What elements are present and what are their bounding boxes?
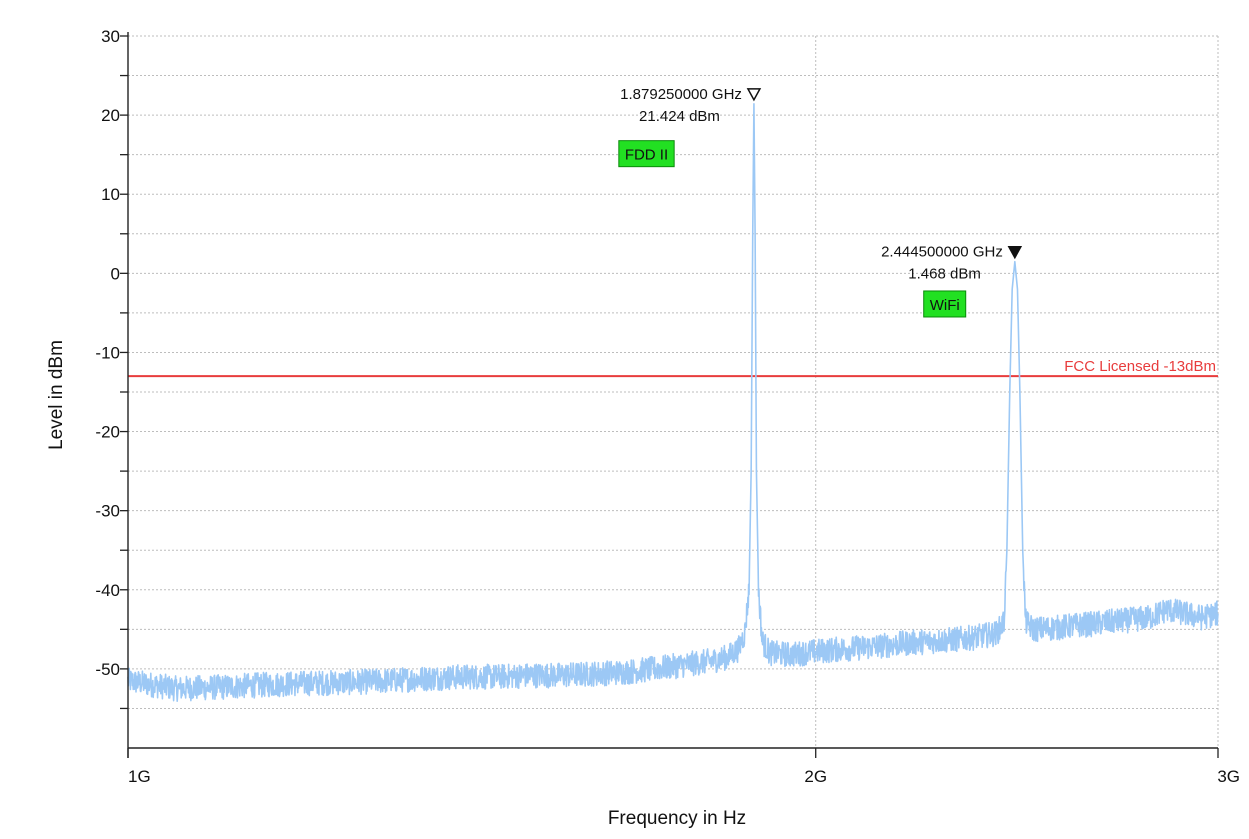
marker-frequency-label: 2.444500000 GHz: [881, 244, 1003, 261]
axes-layer: 1G 2G 3G 30 20 10 0 -10 -20 -30 -40 -50: [95, 27, 1240, 786]
marker-triangle-open: [746, 88, 762, 102]
band-label-box: FDD II: [618, 140, 675, 168]
band-label-box: WiFi: [923, 290, 967, 318]
x-tick-label: 2G: [804, 767, 827, 786]
band-label-text: WiFi: [930, 297, 960, 314]
trace-layer: [127, 103, 1219, 702]
band-label-background: [618, 140, 675, 168]
x-axis-title: Frequency in Hz: [608, 808, 746, 829]
limit-line-label: FCC Licensed -13dBm: [1064, 358, 1216, 375]
marker-level-label: 1.468 dBm: [908, 266, 981, 283]
y-tick-label: -30: [95, 502, 120, 521]
y-tick-label: -50: [95, 660, 120, 679]
x-tick-label: 1G: [128, 767, 151, 786]
spectrum-trace: [127, 103, 1219, 702]
y-axis-title: Level in dBm: [46, 340, 67, 450]
annotation-layer: 1.879250000 GHz 21.424 dBm 2.444500000 GHz…: [618, 86, 1023, 318]
marker-triangle-filled: [1007, 245, 1023, 260]
y-tick-label: 30: [101, 27, 120, 46]
band-label-background: [923, 290, 967, 318]
y-tick-label: 0: [111, 264, 120, 283]
limit-layer: FCC Licensed -13dBm: [128, 358, 1218, 378]
marker-level-label: 21.424 dBm: [639, 108, 720, 125]
y-tick-label: 10: [101, 185, 120, 204]
y-tick-label: -40: [95, 581, 120, 600]
marker-frequency-label: 1.879250000 GHz: [620, 86, 742, 103]
y-tick-label: 20: [101, 106, 120, 125]
y-tick-label: -20: [95, 423, 120, 442]
y-tick-label: -10: [95, 343, 120, 362]
band-label-text: FDD II: [625, 147, 668, 164]
x-tick-label: 3G: [1217, 767, 1240, 786]
